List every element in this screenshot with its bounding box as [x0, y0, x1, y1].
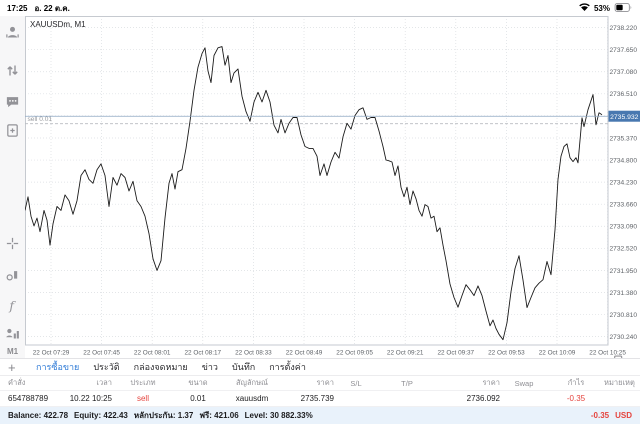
column-header: เวลา: [96, 378, 112, 387]
status-bar: 17:25 อ. 22 ต.ค. 53%: [0, 0, 640, 16]
y-axis-tick-label: 2735.370: [609, 135, 637, 142]
y-axis-tick-label: 2733.660: [609, 202, 637, 209]
y-axis-tick-label: 2731.950: [609, 268, 637, 275]
table-cell: 654788789: [8, 394, 49, 403]
chart-symbol-label: XAUUSDm, M1: [30, 20, 86, 29]
column-header: ราคา: [316, 378, 334, 387]
function-icon[interactable]: f: [5, 298, 20, 313]
price-chart[interactable]: 22 Oct 07:29 22 Oct 07:45 22 Oct 08:01 22 O…: [25, 16, 640, 358]
x-axis-tick-label: 22 Oct 09:21: [387, 350, 424, 357]
x-axis-tick-label: 22 Oct 08:17: [185, 350, 222, 357]
chart-area[interactable]: 22 Oct 07:29 22 Oct 07:45 22 Oct 08:01 22 O…: [25, 16, 640, 367]
battery-percent-text: 53%: [593, 3, 610, 13]
current-price-value: 2735.932: [610, 114, 639, 121]
y-axis-tick-label: 2731.380: [609, 290, 637, 297]
column-header: กำไร: [567, 378, 585, 387]
tab-0[interactable]: การซื้อขาย: [36, 362, 80, 372]
table-cell: 2735.739: [300, 394, 334, 403]
column-header: ประเภท: [130, 378, 156, 387]
column-header: ขนาด: [188, 378, 208, 387]
y-axis-tick-label: 2738.220: [609, 25, 637, 32]
tab-5[interactable]: การตั้งค่า: [269, 362, 306, 372]
x-axis-tick-label: 22 Oct 09:05: [336, 350, 373, 357]
add-button[interactable]: +: [8, 359, 16, 375]
positions-table-header: คำสั่ง เวลา ประเภท ขนาด สัญลักษณ์ ราคา S/L T/P ร…: [0, 376, 640, 391]
chat-icon[interactable]: [5, 94, 20, 109]
tab-1[interactable]: ประวัติ: [93, 362, 120, 372]
accounts-icon[interactable]: [5, 25, 20, 40]
tab-4[interactable]: บันทึก: [231, 362, 256, 372]
floating-profit-value: -0.35: [590, 411, 610, 420]
y-axis-tick-label: 2737.080: [609, 69, 637, 76]
left-toolbar: f M1: [0, 16, 25, 358]
column-header: Swap: [514, 378, 534, 388]
plot-border: [25, 16, 609, 346]
x-axis-tick-label: 22 Oct 08:33: [235, 350, 272, 357]
bottom-tab-bar: + การซื้อขาย ประวัติ กล่องจดหมาย ข่าว บันทึก…: [0, 358, 640, 376]
table-cell: xauusdm: [235, 394, 269, 403]
summary-item: ฟรี: 421.06: [199, 411, 239, 420]
column-header: สัญลักษณ์: [235, 378, 268, 387]
trade-arrows-icon[interactable]: [5, 63, 20, 78]
profile-chart-icon[interactable]: [5, 326, 20, 341]
price-line-series: [25, 46, 603, 341]
x-axis-tick-label: 22 Oct 07:29: [33, 350, 70, 357]
objects-icon[interactable]: [5, 268, 20, 283]
svg-text:f: f: [8, 298, 16, 313]
x-axis-tick-label: 22 Oct 07:45: [83, 350, 120, 357]
timeframe-button[interactable]: M1: [6, 347, 19, 356]
column-header: หมายเหตุ: [604, 378, 635, 387]
y-axis-tick-label: 2730.240: [609, 334, 637, 341]
column-header: S/L: [350, 378, 362, 388]
column-header: ราคา: [482, 378, 500, 387]
y-axis-tick-label: 2730.810: [609, 312, 637, 319]
column-header: คำสั่ง: [8, 378, 26, 387]
y-axis-tick-label: 2734.230: [609, 180, 637, 187]
summary-item: หลักประกัน: 1.37: [133, 411, 194, 420]
account-currency: USD: [615, 411, 632, 420]
y-axis-tick-label: 2733.090: [609, 224, 637, 231]
position-label: sell 0.01: [28, 116, 53, 123]
battery-icon: [614, 2, 633, 14]
open-position-row[interactable]: 654788789 10.22 10:25 sell 0.01 xauusdm 2735.…: [0, 391, 640, 407]
tab-2[interactable]: กล่องจดหมาย: [133, 362, 188, 372]
new-order-icon[interactable]: [5, 123, 20, 138]
y-axis-tick-label: 2734.800: [609, 157, 637, 164]
table-cell: sell: [136, 394, 149, 403]
tab-3[interactable]: ข่าว: [201, 362, 218, 372]
wifi-icon: [579, 2, 590, 14]
table-cell: 2736.092: [466, 394, 500, 403]
x-axis-tick-label: 22 Oct 09:53: [488, 350, 525, 357]
x-axis-tick-label: 22 Oct 10:25: [589, 350, 626, 357]
account-summary-bar: Balance: 422.78 Equity: 422.43 หลักประกัน:…: [0, 407, 640, 424]
x-axis-tick-label: 22 Oct 08:01: [134, 350, 171, 357]
crosshair-icon[interactable]: [5, 236, 20, 251]
date-text: อ. 22 ต.ค.: [34, 3, 70, 13]
summary-item: Balance: 422.78: [8, 411, 69, 420]
account-summary-values: Balance: 422.78 Equity: 422.43 หลักประกัน:…: [8, 409, 319, 422]
y-axis-tick-label: 2736.510: [609, 91, 637, 98]
y-axis-tick-label: 2737.650: [609, 47, 637, 54]
table-cell: -0.35: [566, 394, 586, 403]
x-axis-tick-label: 22 Oct 09:37: [438, 350, 475, 357]
summary-item: Level: 30 882.33%: [244, 411, 313, 420]
table-cell: 0.01: [190, 394, 206, 403]
clock-text: 17:25: [7, 3, 28, 13]
x-axis-tick-label: 22 Oct 08:49: [286, 350, 323, 357]
column-header: T/P: [401, 378, 413, 388]
x-axis-tick-label: 22 Oct 10:09: [539, 350, 576, 357]
current-price-badge: [608, 110, 640, 122]
table-cell: 10.22 10:25: [69, 394, 112, 403]
y-axis-tick-label: 2732.520: [609, 246, 637, 253]
summary-item: Equity: 422.43: [74, 411, 128, 420]
